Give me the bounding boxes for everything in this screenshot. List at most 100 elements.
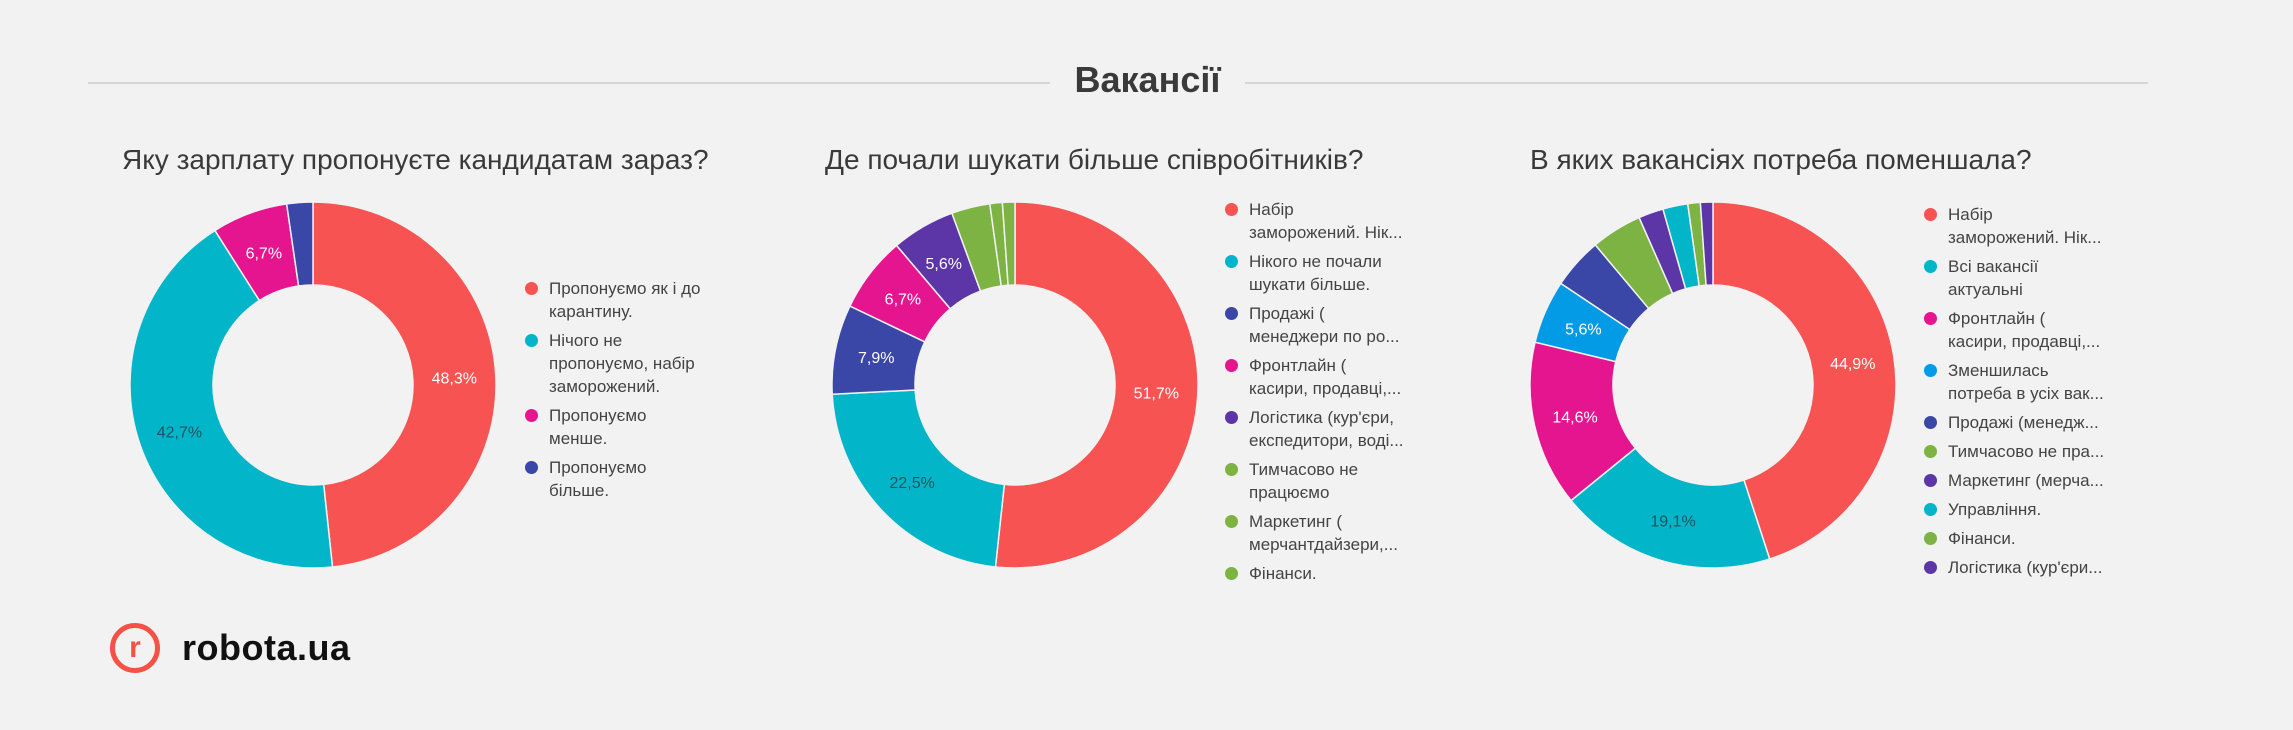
chart-3-data-label-1: 44,9% <box>1830 356 1875 373</box>
legend-label: Фінанси. <box>1249 564 1317 583</box>
legend-label: Набір заморожений. Нік... <box>1249 200 1403 242</box>
chart-3-legend-item-2[interactable]: Всі вакансії актуальні <box>1924 255 2144 301</box>
legend-color-icon <box>1924 532 1937 545</box>
chart-3-slice-10[interactable] <box>1699 201 1714 287</box>
chart-3-title: В яких вакансіях потреба поменшала? <box>1530 144 2032 175</box>
chart-2-data-label-2: 22,5% <box>889 475 934 492</box>
chart-2-legend-item-6[interactable]: Тимчасово не працюємо <box>1225 458 1445 504</box>
chart-3-legend-item-10[interactable]: Логістика (кур'єри... <box>1924 556 2144 579</box>
header-rule-left <box>88 82 1050 84</box>
chart-1-legend-item-4[interactable]: Пропонуємо більше. <box>525 456 745 502</box>
legend-color-icon <box>1225 567 1238 580</box>
page-title: Вакансії <box>1074 59 1221 100</box>
chart-1-title: Яку зарплату пропонуєте кандидатам зараз… <box>122 144 709 175</box>
chart-2-data-label-5: 5,6% <box>926 256 962 273</box>
chart-1-donut: 48,3% 42,7% 6,7% <box>129 201 497 569</box>
legend-color-icon <box>1225 307 1238 320</box>
chart-2-legend-item-7[interactable]: Маркетинг ( мерчантдайзери,... <box>1225 510 1445 556</box>
legend-color-icon <box>1924 445 1937 458</box>
chart-1-data-label-3: 6,7% <box>246 245 282 262</box>
chart-2-legend-item-5[interactable]: Логістика (кур'єри, експедитори, воді... <box>1225 406 1445 452</box>
legend-color-icon <box>1225 411 1238 424</box>
chart-1-data-label-1: 48,3% <box>432 370 477 387</box>
chart-3-legend-item-6[interactable]: Тимчасово не пра... <box>1924 440 2144 463</box>
legend-label: Фронтлайн ( касири, продавці,... <box>1948 309 2101 351</box>
legend-color-icon <box>1225 359 1238 372</box>
chart-1-legend: Пропонуємо як і до карантину. Нічого не п… <box>525 277 745 508</box>
legend-label: Всі вакансії актуальні <box>1948 257 2039 299</box>
chart-2-legend-item-8[interactable]: Фінанси. <box>1225 562 1445 585</box>
chart-2-legend: Набір заморожений. Нік... Нікого не почал… <box>1225 198 1445 591</box>
legend-color-icon <box>1225 255 1238 268</box>
chart-1-legend-item-1[interactable]: Пропонуємо як і до карантину. <box>525 277 745 323</box>
legend-label: Фронтлайн ( касири, продавці,... <box>1249 356 1402 398</box>
legend-color-icon <box>525 461 538 474</box>
legend-label: Нічого не пропонуємо, набір заморожений. <box>549 331 695 396</box>
chart-2-legend-item-3[interactable]: Продажі ( менеджери по ро... <box>1225 302 1445 348</box>
chart-2-legend-item-4[interactable]: Фронтлайн ( касири, продавці,... <box>1225 354 1445 400</box>
legend-color-icon <box>1924 208 1937 221</box>
legend-label: Зменшилась потреба в усіх вак... <box>1948 361 2104 403</box>
chart-2-slice-2[interactable] <box>831 389 1006 568</box>
legend-color-icon <box>1924 364 1937 377</box>
chart-3-data-label-2: 19,1% <box>1650 514 1695 531</box>
legend-color-icon <box>525 409 538 422</box>
chart-1-slice-4[interactable] <box>285 201 314 287</box>
chart-3-slice-2[interactable] <box>1570 447 1771 569</box>
legend-color-icon <box>525 334 538 347</box>
legend-label: Набір заморожений. Нік... <box>1948 205 2102 247</box>
legend-label: Фінанси. <box>1948 529 2016 548</box>
brand-name: robota.ua <box>182 627 351 668</box>
legend-color-icon <box>1924 561 1937 574</box>
chart-1-slice-1[interactable] <box>312 201 497 568</box>
legend-label: Нікого не почали шукати більше. <box>1249 252 1382 294</box>
legend-label: Логістика (кур'єри, експедитори, воді... <box>1249 408 1404 450</box>
chart-1-data-label-2: 42,7% <box>157 425 202 442</box>
chart-3-legend-item-4[interactable]: Зменшилась потреба в усіх вак... <box>1924 359 2144 405</box>
legend-label: Пропонуємо менше. <box>549 406 647 448</box>
legend-label: Тимчасово не пра... <box>1948 442 2105 461</box>
chart-3-donut: 44,9% 19,1% 14,6% 5,6% <box>1529 201 1897 569</box>
legend-label: Тимчасово не працюємо <box>1249 460 1359 502</box>
chart-3-legend-item-7[interactable]: Маркетинг (мерча... <box>1924 469 2144 492</box>
chart-3-slice-1[interactable] <box>1712 201 1897 560</box>
robota-logo-icon: r <box>110 623 160 673</box>
legend-label: Маркетинг ( мерчантдайзери,... <box>1249 512 1398 554</box>
legend-color-icon <box>525 282 538 295</box>
legend-label: Пропонуємо більше. <box>549 458 647 500</box>
chart-3-data-label-4: 5,6% <box>1565 321 1601 338</box>
legend-color-icon <box>1924 312 1937 325</box>
legend-label: Пропонуємо як і до карантину. <box>549 279 701 321</box>
chart-1-legend-item-3[interactable]: Пропонуємо менше. <box>525 404 745 450</box>
legend-label: Продажі ( менеджери по ро... <box>1249 304 1400 346</box>
chart-3-legend-item-5[interactable]: Продажі (менедж... <box>1924 411 2144 434</box>
chart-1-slice-2[interactable] <box>129 229 334 569</box>
legend-label: Логістика (кур'єри... <box>1948 558 2103 577</box>
legend-label: Продажі (менедж... <box>1948 413 2099 432</box>
chart-3-legend-item-1[interactable]: Набір заморожений. Нік... <box>1924 203 2144 249</box>
legend-color-icon <box>1924 474 1937 487</box>
chart-2-slice-8[interactable] <box>1001 201 1016 287</box>
legend-color-icon <box>1225 203 1238 216</box>
chart-3-legend-item-8[interactable]: Управління. <box>1924 498 2144 521</box>
chart-2-slice-1[interactable] <box>994 201 1199 569</box>
legend-color-icon <box>1225 515 1238 528</box>
brand-logo[interactable]: r robota.ua <box>110 622 351 674</box>
chart-3-legend-item-9[interactable]: Фінанси. <box>1924 527 2144 550</box>
chart-2-legend-item-2[interactable]: Нікого не почали шукати більше. <box>1225 250 1445 296</box>
chart-2-data-label-1: 51,7% <box>1134 386 1179 403</box>
chart-2-data-label-3: 7,9% <box>858 350 894 367</box>
legend-label: Управління. <box>1948 500 2042 519</box>
header-rule-right <box>1245 82 2148 84</box>
chart-2-legend-item-1[interactable]: Набір заморожений. Нік... <box>1225 198 1445 244</box>
legend-label: Маркетинг (мерча... <box>1948 471 2104 490</box>
chart-3-legend: Набір заморожений. Нік... Всі вакансії ак… <box>1924 203 2144 585</box>
chart-2-title: Де почали шукати більше співробітників? <box>825 144 1364 175</box>
chart-3-legend-item-3[interactable]: Фронтлайн ( касири, продавці,... <box>1924 307 2144 353</box>
chart-1-legend-item-2[interactable]: Нічого не пропонуємо, набір заморожений. <box>525 329 745 398</box>
legend-color-icon <box>1924 503 1937 516</box>
chart-2-donut: 51,7% 22,5% 7,9% 6,7% 5,6% <box>831 201 1199 569</box>
legend-color-icon <box>1225 463 1238 476</box>
chart-2-data-label-4: 6,7% <box>885 292 921 309</box>
legend-color-icon <box>1924 260 1937 273</box>
